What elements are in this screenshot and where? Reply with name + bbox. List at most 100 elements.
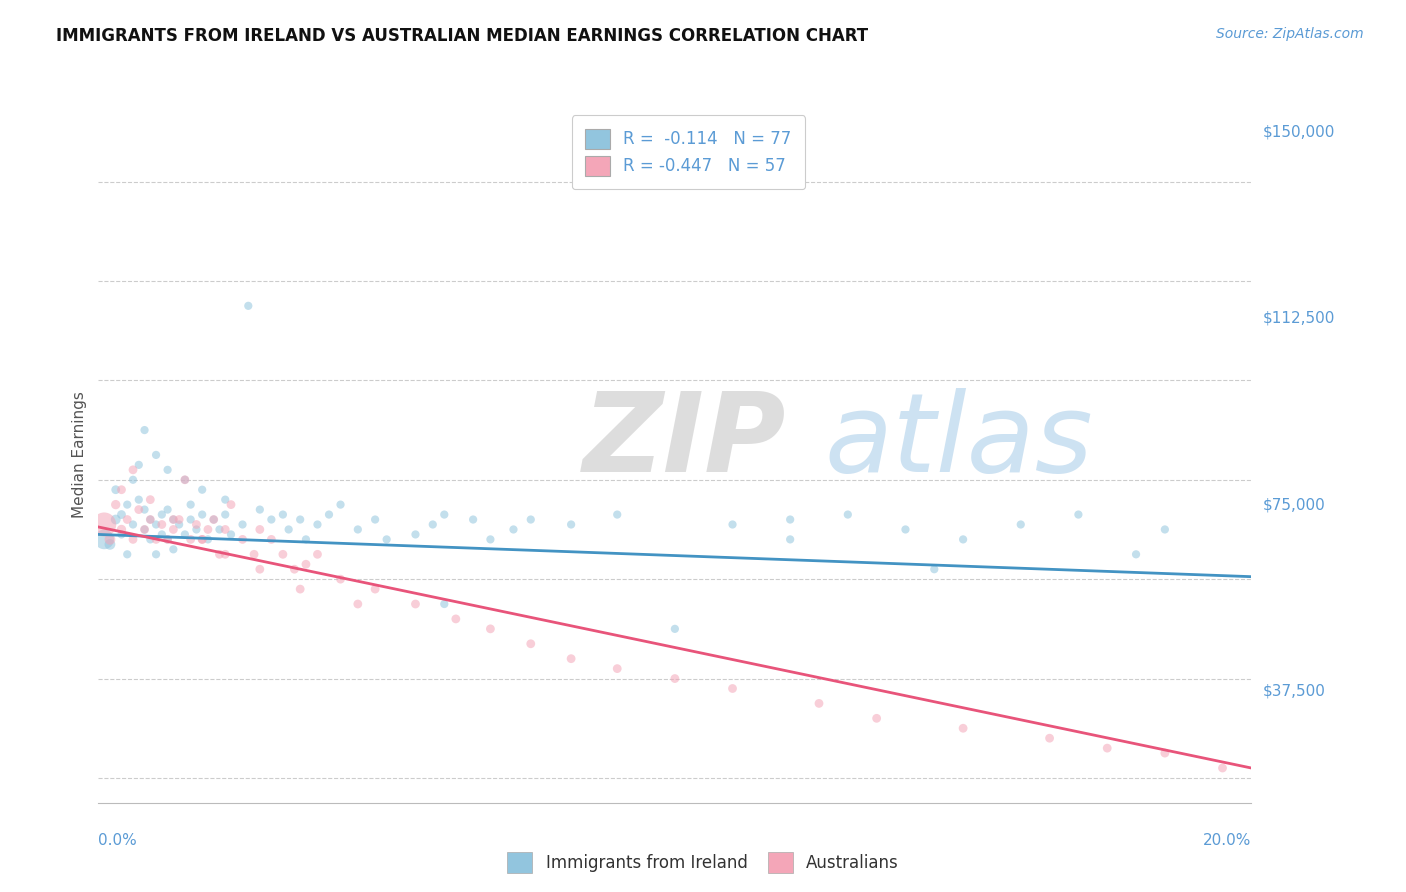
Point bbox=[444, 612, 467, 626]
Point bbox=[807, 697, 830, 711]
Point bbox=[1125, 547, 1147, 561]
Point bbox=[180, 498, 202, 512]
Point bbox=[110, 483, 132, 497]
Point bbox=[560, 517, 582, 532]
Point bbox=[156, 533, 179, 547]
Point bbox=[260, 512, 283, 526]
Point bbox=[346, 523, 368, 537]
Legend: R =  -0.114   N = 77, R = -0.447   N = 57: R = -0.114 N = 77, R = -0.447 N = 57 bbox=[572, 115, 804, 189]
Point bbox=[922, 562, 945, 576]
Point bbox=[520, 637, 543, 651]
Point bbox=[117, 512, 138, 526]
Text: atlas: atlas bbox=[825, 387, 1094, 494]
Point bbox=[150, 527, 173, 541]
Point bbox=[214, 547, 236, 561]
Point bbox=[249, 562, 271, 576]
Point bbox=[295, 533, 318, 547]
Point bbox=[208, 523, 231, 537]
Point bbox=[98, 537, 121, 551]
Point bbox=[375, 533, 398, 547]
Point bbox=[197, 523, 219, 537]
Point bbox=[156, 502, 179, 516]
Point bbox=[1038, 731, 1062, 746]
Point bbox=[277, 523, 299, 537]
Point bbox=[150, 508, 173, 522]
Point bbox=[721, 681, 744, 696]
Point bbox=[664, 622, 686, 636]
Point bbox=[98, 533, 121, 547]
Point bbox=[191, 483, 214, 497]
Point bbox=[479, 622, 502, 636]
Point bbox=[110, 508, 132, 522]
Point bbox=[150, 517, 173, 532]
Point bbox=[1153, 523, 1175, 537]
Text: 20.0%: 20.0% bbox=[1204, 833, 1251, 848]
Text: Source: ZipAtlas.com: Source: ZipAtlas.com bbox=[1216, 27, 1364, 41]
Point bbox=[122, 473, 145, 487]
Point bbox=[249, 502, 271, 516]
Point bbox=[174, 473, 197, 487]
Point bbox=[167, 512, 190, 526]
Point bbox=[664, 672, 686, 686]
Point bbox=[422, 517, 444, 532]
Point bbox=[606, 662, 628, 676]
Point bbox=[122, 533, 145, 547]
Point bbox=[1097, 741, 1119, 756]
Point bbox=[231, 533, 254, 547]
Point bbox=[128, 458, 150, 472]
Point bbox=[214, 492, 236, 507]
Point bbox=[117, 498, 138, 512]
Point bbox=[110, 527, 132, 541]
Point bbox=[156, 533, 179, 547]
Point bbox=[202, 512, 225, 526]
Point bbox=[606, 508, 628, 522]
Point bbox=[346, 597, 368, 611]
Point bbox=[156, 463, 179, 477]
Point bbox=[560, 651, 582, 665]
Point bbox=[1067, 508, 1090, 522]
Point bbox=[520, 512, 543, 526]
Point bbox=[145, 547, 167, 561]
Point bbox=[433, 508, 456, 522]
Point bbox=[128, 502, 150, 516]
Point bbox=[214, 523, 236, 537]
Point bbox=[117, 547, 138, 561]
Point bbox=[191, 508, 214, 522]
Point bbox=[1153, 746, 1175, 760]
Point bbox=[191, 533, 214, 547]
Point bbox=[894, 523, 917, 537]
Point bbox=[180, 512, 202, 526]
Point bbox=[271, 508, 294, 522]
Point bbox=[219, 527, 242, 541]
Text: $37,500: $37,500 bbox=[1263, 683, 1326, 698]
Point bbox=[461, 512, 484, 526]
Point bbox=[307, 517, 329, 532]
Point bbox=[405, 597, 427, 611]
Point bbox=[162, 512, 184, 526]
Point bbox=[779, 533, 801, 547]
Point bbox=[197, 533, 219, 547]
Point bbox=[952, 533, 974, 547]
Point bbox=[162, 523, 184, 537]
Point bbox=[243, 547, 266, 561]
Point bbox=[318, 508, 340, 522]
Y-axis label: Median Earnings: Median Earnings bbox=[72, 392, 87, 518]
Text: $75,000: $75,000 bbox=[1263, 497, 1326, 512]
Point bbox=[208, 547, 231, 561]
Point bbox=[329, 498, 352, 512]
Point bbox=[260, 533, 283, 547]
Point bbox=[139, 533, 162, 547]
Point bbox=[952, 721, 974, 735]
Point bbox=[214, 508, 236, 522]
Point bbox=[174, 473, 197, 487]
Point bbox=[249, 523, 271, 537]
Point bbox=[231, 517, 254, 532]
Point bbox=[290, 512, 312, 526]
Point bbox=[110, 523, 132, 537]
Point bbox=[290, 582, 312, 596]
Point bbox=[364, 582, 387, 596]
Text: 0.0%: 0.0% bbox=[98, 833, 138, 848]
Point bbox=[139, 512, 162, 526]
Point bbox=[191, 533, 214, 547]
Point bbox=[219, 498, 242, 512]
